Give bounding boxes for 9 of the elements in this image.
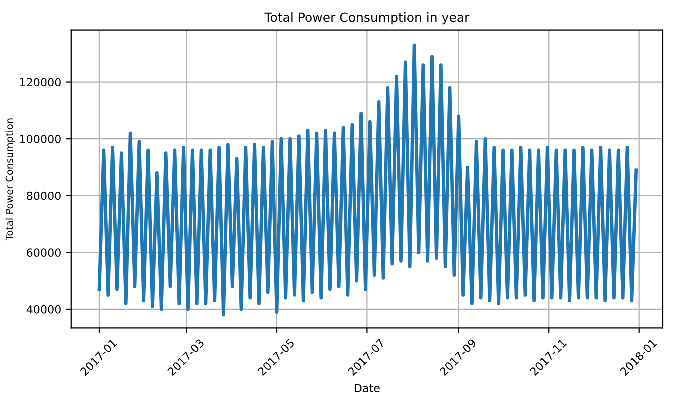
y-tick-label: 120000 <box>20 78 61 87</box>
line-series <box>98 44 638 317</box>
x-axis-title: Date <box>355 384 380 393</box>
y-tick-label: 100000 <box>20 135 61 144</box>
chart-title: Total Power Consumption in year <box>264 12 470 25</box>
y-tick-label: 80000 <box>27 192 61 200</box>
y-tick-label: 40000 <box>26 305 61 314</box>
y-tick-label: 60000 <box>27 248 61 258</box>
y-axis-title: Total Power Consumption <box>6 118 16 241</box>
